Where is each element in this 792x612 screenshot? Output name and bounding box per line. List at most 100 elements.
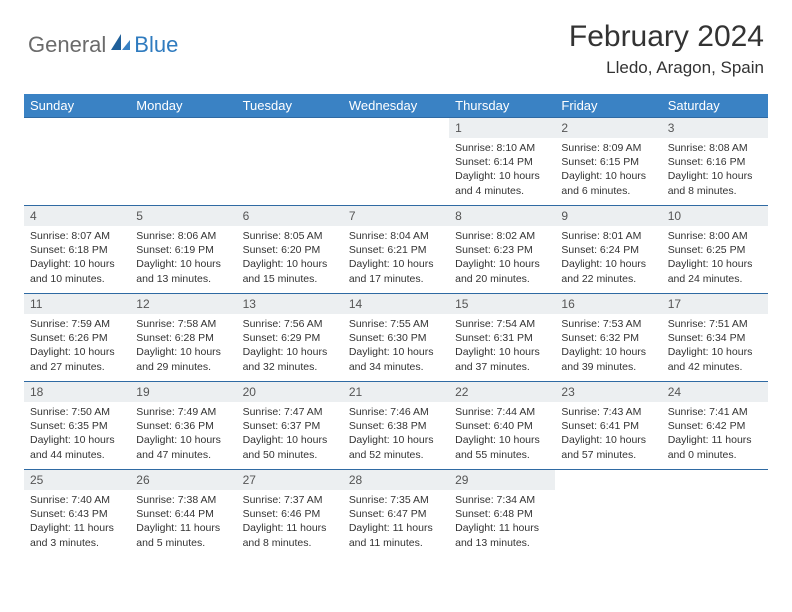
calendar-cell [555,469,661,557]
day-number: 7 [343,205,449,226]
calendar-table: SundayMondayTuesdayWednesdayThursdayFrid… [24,94,768,557]
day-number: 12 [130,293,236,314]
calendar-cell: 29Sunrise: 7:34 AMSunset: 6:48 PMDayligh… [449,469,555,557]
day-number: 13 [237,293,343,314]
day-details: Sunrise: 8:10 AMSunset: 6:14 PMDaylight:… [449,138,555,202]
day-details: Sunrise: 7:56 AMSunset: 6:29 PMDaylight:… [237,314,343,378]
calendar-cell: 11Sunrise: 7:59 AMSunset: 6:26 PMDayligh… [24,293,130,381]
calendar-cell: 20Sunrise: 7:47 AMSunset: 6:37 PMDayligh… [237,381,343,469]
day-details: Sunrise: 7:44 AMSunset: 6:40 PMDaylight:… [449,402,555,466]
day-details: Sunrise: 8:01 AMSunset: 6:24 PMDaylight:… [555,226,661,290]
calendar-cell: 15Sunrise: 7:54 AMSunset: 6:31 PMDayligh… [449,293,555,381]
logo-sail-icon [110,32,132,57]
day-number: 17 [662,293,768,314]
day-details: Sunrise: 8:06 AMSunset: 6:19 PMDaylight:… [130,226,236,290]
day-number: 15 [449,293,555,314]
calendar-cell: 17Sunrise: 7:51 AMSunset: 6:34 PMDayligh… [662,293,768,381]
calendar-cell: 19Sunrise: 7:49 AMSunset: 6:36 PMDayligh… [130,381,236,469]
day-details: Sunrise: 8:00 AMSunset: 6:25 PMDaylight:… [662,226,768,290]
calendar-cell [343,117,449,205]
calendar-cell: 18Sunrise: 7:50 AMSunset: 6:35 PMDayligh… [24,381,130,469]
day-number: 26 [130,469,236,490]
day-details: Sunrise: 7:55 AMSunset: 6:30 PMDaylight:… [343,314,449,378]
day-details: Sunrise: 7:37 AMSunset: 6:46 PMDaylight:… [237,490,343,554]
day-number: 22 [449,381,555,402]
calendar-cell: 12Sunrise: 7:58 AMSunset: 6:28 PMDayligh… [130,293,236,381]
calendar-cell [662,469,768,557]
day-details: Sunrise: 7:54 AMSunset: 6:31 PMDaylight:… [449,314,555,378]
calendar-cell: 2Sunrise: 8:09 AMSunset: 6:15 PMDaylight… [555,117,661,205]
day-number: 9 [555,205,661,226]
day-details: Sunrise: 8:05 AMSunset: 6:20 PMDaylight:… [237,226,343,290]
header: General Blue February 2024 Lledo, Aragon… [0,0,792,86]
day-details: Sunrise: 7:46 AMSunset: 6:38 PMDaylight:… [343,402,449,466]
day-details: Sunrise: 8:07 AMSunset: 6:18 PMDaylight:… [24,226,130,290]
calendar-cell: 14Sunrise: 7:55 AMSunset: 6:30 PMDayligh… [343,293,449,381]
day-number: 23 [555,381,661,402]
calendar-cell [24,117,130,205]
day-details: Sunrise: 7:35 AMSunset: 6:47 PMDaylight:… [343,490,449,554]
day-details: Sunrise: 7:34 AMSunset: 6:48 PMDaylight:… [449,490,555,554]
weekday-header: Monday [130,94,236,117]
day-number: 18 [24,381,130,402]
day-details: Sunrise: 7:38 AMSunset: 6:44 PMDaylight:… [130,490,236,554]
day-details: Sunrise: 7:43 AMSunset: 6:41 PMDaylight:… [555,402,661,466]
day-details: Sunrise: 7:59 AMSunset: 6:26 PMDaylight:… [24,314,130,378]
day-number: 27 [237,469,343,490]
calendar-cell: 9Sunrise: 8:01 AMSunset: 6:24 PMDaylight… [555,205,661,293]
weekday-header: Tuesday [237,94,343,117]
day-number: 1 [449,117,555,138]
day-details: Sunrise: 7:50 AMSunset: 6:35 PMDaylight:… [24,402,130,466]
day-number: 20 [237,381,343,402]
day-details: Sunrise: 7:51 AMSunset: 6:34 PMDaylight:… [662,314,768,378]
day-number: 28 [343,469,449,490]
weekday-header: Thursday [449,94,555,117]
calendar-cell: 27Sunrise: 7:37 AMSunset: 6:46 PMDayligh… [237,469,343,557]
calendar-cell [237,117,343,205]
weekday-header: Sunday [24,94,130,117]
day-number: 11 [24,293,130,314]
day-number: 19 [130,381,236,402]
calendar-cell [130,117,236,205]
day-number: 21 [343,381,449,402]
day-number: 2 [555,117,661,138]
calendar-cell: 28Sunrise: 7:35 AMSunset: 6:47 PMDayligh… [343,469,449,557]
day-number: 24 [662,381,768,402]
day-number: 3 [662,117,768,138]
day-details: Sunrise: 7:53 AMSunset: 6:32 PMDaylight:… [555,314,661,378]
day-number: 6 [237,205,343,226]
day-number: 10 [662,205,768,226]
logo: General Blue [28,32,178,58]
day-details: Sunrise: 7:47 AMSunset: 6:37 PMDaylight:… [237,402,343,466]
title-block: February 2024 Lledo, Aragon, Spain [569,20,764,78]
calendar-cell: 13Sunrise: 7:56 AMSunset: 6:29 PMDayligh… [237,293,343,381]
day-number: 14 [343,293,449,314]
day-number: 5 [130,205,236,226]
calendar-head: SundayMondayTuesdayWednesdayThursdayFrid… [24,94,768,117]
calendar-cell: 4Sunrise: 8:07 AMSunset: 6:18 PMDaylight… [24,205,130,293]
day-number: 29 [449,469,555,490]
calendar-cell: 22Sunrise: 7:44 AMSunset: 6:40 PMDayligh… [449,381,555,469]
calendar-cell: 25Sunrise: 7:40 AMSunset: 6:43 PMDayligh… [24,469,130,557]
page-title: February 2024 [569,20,764,54]
calendar-cell: 26Sunrise: 7:38 AMSunset: 6:44 PMDayligh… [130,469,236,557]
calendar-cell: 16Sunrise: 7:53 AMSunset: 6:32 PMDayligh… [555,293,661,381]
day-details: Sunrise: 8:09 AMSunset: 6:15 PMDaylight:… [555,138,661,202]
weekday-header: Saturday [662,94,768,117]
calendar-body: 1Sunrise: 8:10 AMSunset: 6:14 PMDaylight… [24,117,768,557]
logo-text-general: General [28,32,106,58]
day-number: 16 [555,293,661,314]
calendar-cell: 23Sunrise: 7:43 AMSunset: 6:41 PMDayligh… [555,381,661,469]
day-number: 8 [449,205,555,226]
day-details: Sunrise: 8:02 AMSunset: 6:23 PMDaylight:… [449,226,555,290]
weekday-header: Wednesday [343,94,449,117]
day-details: Sunrise: 7:41 AMSunset: 6:42 PMDaylight:… [662,402,768,466]
day-details: Sunrise: 8:04 AMSunset: 6:21 PMDaylight:… [343,226,449,290]
calendar-cell: 21Sunrise: 7:46 AMSunset: 6:38 PMDayligh… [343,381,449,469]
day-details: Sunrise: 7:58 AMSunset: 6:28 PMDaylight:… [130,314,236,378]
day-details: Sunrise: 7:49 AMSunset: 6:36 PMDaylight:… [130,402,236,466]
calendar-cell: 24Sunrise: 7:41 AMSunset: 6:42 PMDayligh… [662,381,768,469]
day-details: Sunrise: 7:40 AMSunset: 6:43 PMDaylight:… [24,490,130,554]
day-number: 4 [24,205,130,226]
calendar-cell: 3Sunrise: 8:08 AMSunset: 6:16 PMDaylight… [662,117,768,205]
